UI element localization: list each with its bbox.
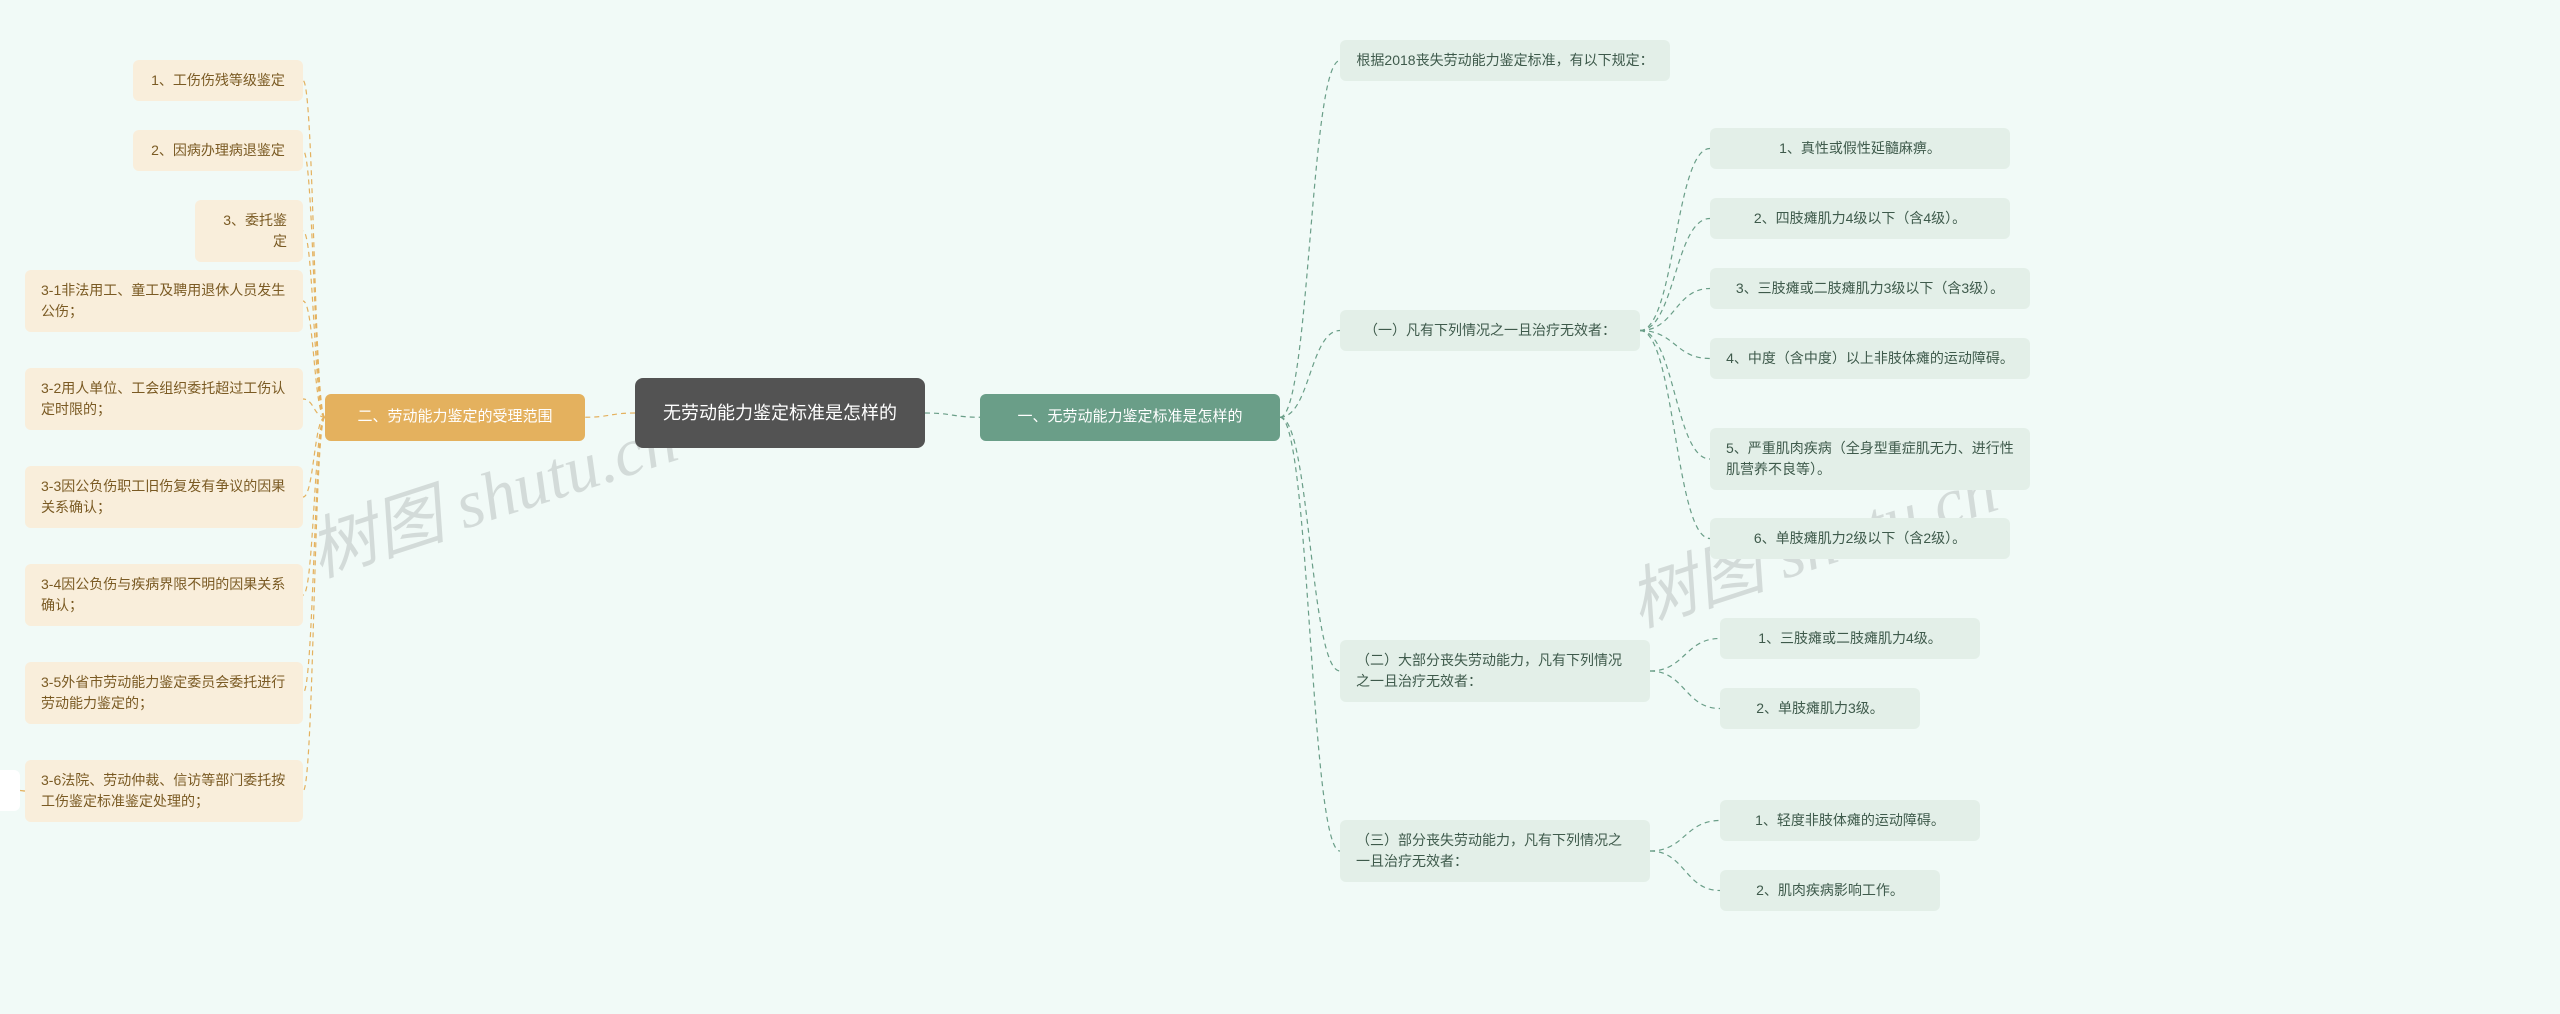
r-group-1: （一）凡有下列情况之一且治疗无效者： (1340, 310, 1640, 351)
r-group-2-label: （二）大部分丧失劳动能力，凡有下列情况之一且治疗无效者： (1356, 650, 1634, 692)
r-g2-item-1: 1、三肢瘫或二肢瘫肌力4级。 (1720, 618, 1980, 659)
section-1: 一、无劳动能力鉴定标准是怎样的 (980, 394, 1280, 441)
r-g3-item-1: 1、轻度非肢体瘫的运动障碍。 (1720, 800, 1980, 841)
l-item-5: 3-2用人单位、工会组织委托超过工伤认定时限的； (25, 368, 303, 430)
r-group-3-label: （三）部分丧失劳动能力，凡有下列情况之一且治疗无效者： (1356, 830, 1634, 872)
root-label: 无劳动能力鉴定标准是怎样的 (663, 400, 897, 427)
r-g1-item-5: 5、严重肌肉疾病（全身型重症肌无力、进行性肌营养不良等）。 (1710, 428, 2030, 490)
r-g2-item-2: 2、单肢瘫肌力3级。 (1720, 688, 1920, 729)
root-node: 无劳动能力鉴定标准是怎样的 (635, 378, 925, 448)
section-2: 二、劳动能力鉴定的受理范围 (325, 394, 585, 441)
r-intro: 根据2018丧失劳动能力鉴定标准，有以下规定： (1340, 40, 1670, 81)
r-g1-item-6: 6、单肢瘫肌力2级以下（含2级）。 (1710, 518, 2010, 559)
r-g1-item-1: 1、真性或假性延髓麻痹。 (1710, 128, 2010, 169)
l-item-9: 3-6法院、劳动仲裁、信访等部门委托按工伤鉴定标准鉴定处理的； (25, 760, 303, 822)
section-2-label: 二、劳动能力鉴定的受理范围 (357, 406, 552, 429)
section-1-label: 一、无劳动能力鉴定标准是怎样的 (1017, 406, 1242, 429)
l-item-6: 3-3因公负伤职工旧伤复发有争议的因果关系确认； (25, 466, 303, 528)
footer-editor: 责任编辑：琴子 (0, 770, 20, 811)
r-intro-label: 根据2018丧失劳动能力鉴定标准，有以下规定： (1356, 50, 1653, 71)
l-item-4: 3-1非法用工、童工及聘用退休人员发生公伤； (25, 270, 303, 332)
connectors (0, 0, 2560, 1014)
l-item-1: 1、工伤伤残等级鉴定 (133, 60, 303, 101)
r-g1-item-4: 4、中度（含中度）以上非肢体瘫的运动障碍。 (1710, 338, 2030, 379)
r-group-3: （三）部分丧失劳动能力，凡有下列情况之一且治疗无效者： (1340, 820, 1650, 882)
mindmap-canvas: 树图 shutu.cn 树图 shutu.cn 无劳动能力鉴定标准是怎样的 一、… (0, 0, 2560, 1014)
l-item-7: 3-4因公负伤与疾病界限不明的因果关系确认； (25, 564, 303, 626)
l-item-3: 3、委托鉴定 (195, 200, 303, 262)
r-g3-item-2: 2、肌肉疾病影响工作。 (1720, 870, 1940, 911)
l-item-2: 2、因病办理病退鉴定 (133, 130, 303, 171)
l-item-8: 3-5外省市劳动能力鉴定委员会委托进行劳动能力鉴定的； (25, 662, 303, 724)
r-g1-item-3: 3、三肢瘫或二肢瘫肌力3级以下（含3级）。 (1710, 268, 2030, 309)
r-g1-item-2: 2、四肢瘫肌力4级以下（含4级）。 (1710, 198, 2010, 239)
r-group-1-label: （一）凡有下列情况之一且治疗无效者： (1364, 320, 1616, 341)
r-group-2: （二）大部分丧失劳动能力，凡有下列情况之一且治疗无效者： (1340, 640, 1650, 702)
